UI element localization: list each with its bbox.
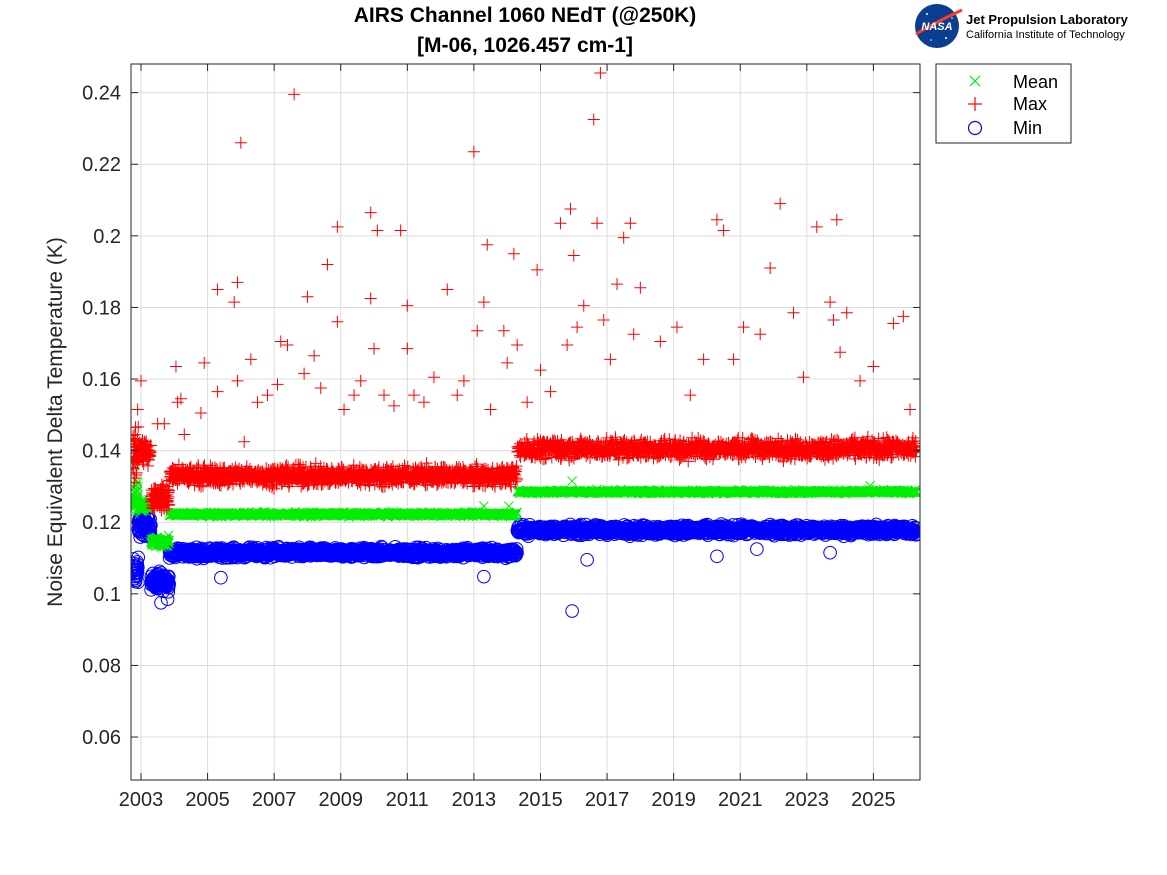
min-point: [162, 576, 176, 591]
data-points: [131, 66, 920, 618]
mean-point: [567, 476, 577, 486]
min-point: [214, 570, 228, 585]
min-point: [510, 545, 524, 560]
series-min: [131, 508, 920, 618]
min-point: [908, 525, 920, 540]
min-point: [477, 569, 491, 584]
min-point: [154, 595, 168, 610]
min-point: [131, 550, 146, 565]
mean-point: [479, 501, 489, 511]
min-point: [131, 560, 145, 574]
min-point: [580, 553, 594, 567]
max-point: [132, 420, 145, 433]
min-point: [750, 542, 764, 556]
min-point: [143, 519, 158, 533]
mean-point: [132, 486, 143, 497]
min-point: [908, 524, 920, 539]
min-point: [907, 523, 920, 537]
min-point: [909, 526, 920, 541]
min-point: [710, 549, 724, 564]
min-point: [161, 585, 176, 599]
min-point: [144, 518, 158, 533]
max-point: [131, 468, 143, 481]
series-max: [131, 66, 920, 517]
min-point: [509, 542, 524, 556]
min-point: [162, 569, 176, 584]
min-point: [131, 575, 145, 590]
min-point: [823, 545, 837, 560]
min-point: [160, 592, 175, 607]
grid: [131, 64, 920, 780]
min-point: [565, 604, 579, 618]
min-point: [908, 520, 920, 535]
